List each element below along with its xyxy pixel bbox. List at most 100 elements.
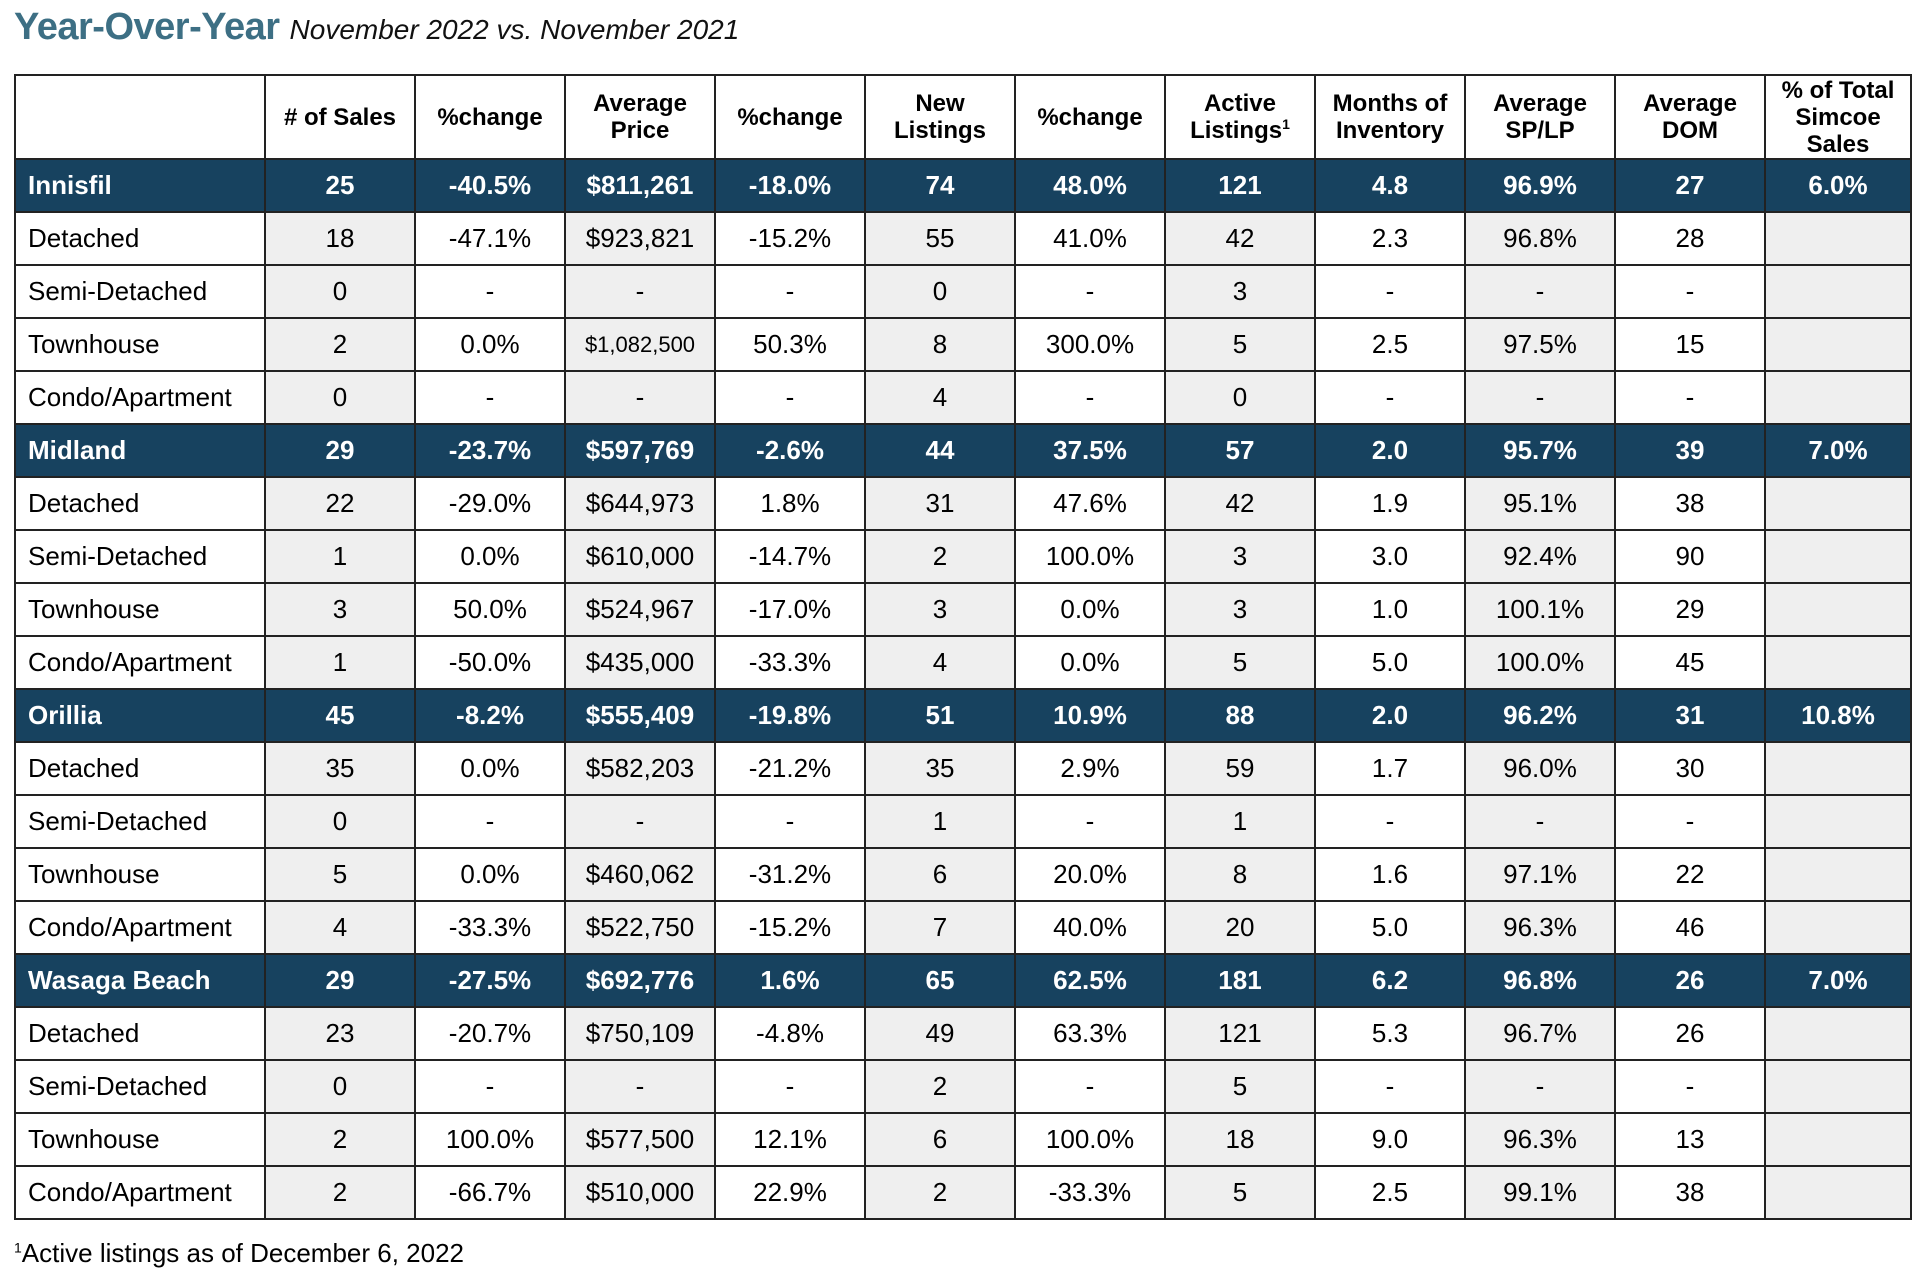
table-cell: -33.3% bbox=[714, 635, 866, 690]
header-active-listings: Active Listings1 bbox=[1164, 74, 1316, 160]
table-cell: -40.5% bbox=[414, 158, 566, 213]
table-cell: $577,500 bbox=[564, 1112, 716, 1167]
table-cell: - bbox=[714, 370, 866, 425]
property-type-cell: Semi-Detached bbox=[14, 264, 266, 319]
table-cell: -18.0% bbox=[714, 158, 866, 213]
header-listings-change: %change bbox=[1014, 74, 1166, 160]
table-cell: $923,821 bbox=[564, 211, 716, 266]
table-cell bbox=[1764, 582, 1912, 637]
table-cell: 40.0% bbox=[1014, 900, 1166, 955]
header-price-change: %change bbox=[714, 74, 866, 160]
report-title: Year-Over-Year November 2022 vs. Novembe… bbox=[14, 6, 739, 58]
table-row: Semi-Detached 0- - -0-3- - - bbox=[14, 264, 1912, 319]
table-cell: 7.0% bbox=[1764, 953, 1912, 1008]
table-row: Townhouse 5 0.0% $460,062 -31.2% 6 20.0% 8 1.6 97… bbox=[14, 847, 1912, 902]
table-cell bbox=[1764, 317, 1912, 372]
table-cell: - bbox=[1614, 1059, 1766, 1114]
area-name-cell: Wasaga Beach bbox=[14, 953, 266, 1008]
table-cell: 35 bbox=[264, 741, 416, 796]
table-cell: 96.8% bbox=[1464, 211, 1616, 266]
table-cell: - bbox=[414, 794, 566, 849]
table-cell: - bbox=[714, 794, 866, 849]
table-cell: 1.8% bbox=[714, 476, 866, 531]
table-row: Townhouse 2 100.0% $577,500 12.1% 6 100.0% 18 9.… bbox=[14, 1112, 1912, 1167]
table-cell: 4 bbox=[864, 370, 1016, 425]
table-cell: 5.0 bbox=[1314, 635, 1466, 690]
table-cell: $510,000 bbox=[564, 1165, 716, 1220]
table-cell: 26 bbox=[1614, 953, 1766, 1008]
table-cell: $1,082,500 bbox=[564, 317, 716, 372]
table-cell: 99.1% bbox=[1464, 1165, 1616, 1220]
table-cell: - bbox=[1464, 794, 1616, 849]
table-cell: 37.5% bbox=[1014, 423, 1166, 478]
table-cell: 8 bbox=[1164, 847, 1316, 902]
table-cell: 4 bbox=[264, 900, 416, 955]
header-months-inventory: Months of Inventory bbox=[1314, 74, 1466, 160]
table-cell: 2.3 bbox=[1314, 211, 1466, 266]
table-cell: 57 bbox=[1164, 423, 1316, 478]
table-row: Semi-Detached 0- - -1-1- - - bbox=[14, 794, 1912, 849]
table-cell: 2 bbox=[264, 317, 416, 372]
property-type-cell: Semi-Detached bbox=[14, 1059, 266, 1114]
table-cell: 100.0% bbox=[1014, 529, 1166, 584]
table-cell: - bbox=[1014, 264, 1166, 319]
table-cell: 55 bbox=[864, 211, 1016, 266]
table-cell bbox=[1764, 370, 1912, 425]
table-cell: 23 bbox=[264, 1006, 416, 1061]
table-cell: 1.6 bbox=[1314, 847, 1466, 902]
table-cell: -14.7% bbox=[714, 529, 866, 584]
table-cell: 42 bbox=[1164, 211, 1316, 266]
table-cell: -31.2% bbox=[714, 847, 866, 902]
table-cell: 7 bbox=[864, 900, 1016, 955]
table-cell: 6.0% bbox=[1764, 158, 1912, 213]
table-cell: -17.0% bbox=[714, 582, 866, 637]
area-name-cell: Orillia bbox=[14, 688, 266, 743]
title-subtitle: November 2022 vs. November 2021 bbox=[289, 14, 740, 45]
table-cell: $610,000 bbox=[564, 529, 716, 584]
table-cell: -27.5% bbox=[414, 953, 566, 1008]
header-average-dom: Average DOM bbox=[1614, 74, 1766, 160]
table-cell: - bbox=[1614, 370, 1766, 425]
table-cell: 5 bbox=[1164, 317, 1316, 372]
table-cell: 22 bbox=[264, 476, 416, 531]
table-cell: - bbox=[564, 794, 716, 849]
table-cell bbox=[1764, 1006, 1912, 1061]
table-cell: - bbox=[1014, 370, 1166, 425]
table-cell: 28 bbox=[1614, 211, 1766, 266]
table-cell: 0 bbox=[1164, 370, 1316, 425]
table-cell: - bbox=[1614, 264, 1766, 319]
property-type-cell: Detached bbox=[14, 211, 266, 266]
table-cell bbox=[1764, 1112, 1912, 1167]
table-cell: - bbox=[1614, 794, 1766, 849]
table-cell bbox=[1764, 794, 1912, 849]
table-cell: 6 bbox=[864, 1112, 1016, 1167]
header-average-sp-lp: Average SP/LP bbox=[1464, 74, 1616, 160]
table-cell: 2 bbox=[864, 529, 1016, 584]
table-cell: -8.2% bbox=[414, 688, 566, 743]
table-cell: 27 bbox=[1614, 158, 1766, 213]
table-cell: 50.0% bbox=[414, 582, 566, 637]
table-body: Innisfil 25 -40.5% $811,261 -18.0% 74 48.0% 121… bbox=[14, 158, 1912, 1220]
table-cell: 6.2 bbox=[1314, 953, 1466, 1008]
header-row: # of Sales %change Average Price %change… bbox=[14, 74, 1912, 160]
table-cell: 0 bbox=[864, 264, 1016, 319]
header-average-price: Average Price bbox=[564, 74, 716, 160]
table-cell: - bbox=[714, 264, 866, 319]
table-cell: $555,409 bbox=[564, 688, 716, 743]
table-cell: 12.1% bbox=[714, 1112, 866, 1167]
table-cell: -2.6% bbox=[714, 423, 866, 478]
header-blank bbox=[14, 74, 266, 160]
table-cell: 18 bbox=[1164, 1112, 1316, 1167]
table-cell: 22 bbox=[1614, 847, 1766, 902]
table-row: Semi-Detached 1 0.0% $610,000 -14.7% 2 100.0% 3… bbox=[14, 529, 1912, 584]
table-cell: 65 bbox=[864, 953, 1016, 1008]
table-cell: 29 bbox=[1614, 582, 1766, 637]
footnote-text: Active listings as of December 6, 2022 bbox=[21, 1238, 465, 1268]
footnote: 1Active listings as of December 6, 2022 bbox=[14, 1238, 464, 1269]
table-cell: 20 bbox=[1164, 900, 1316, 955]
table-row: Detached 18 -47.1% $923,821 -15.2% 55 41.0% 42 2… bbox=[14, 211, 1912, 266]
table-cell: 30 bbox=[1614, 741, 1766, 796]
summary-row: Wasaga Beach 29 -27.5% $692,776 1.6% 65 62.5% 1… bbox=[14, 953, 1912, 1008]
table-cell: 38 bbox=[1614, 476, 1766, 531]
table-cell bbox=[1764, 529, 1912, 584]
